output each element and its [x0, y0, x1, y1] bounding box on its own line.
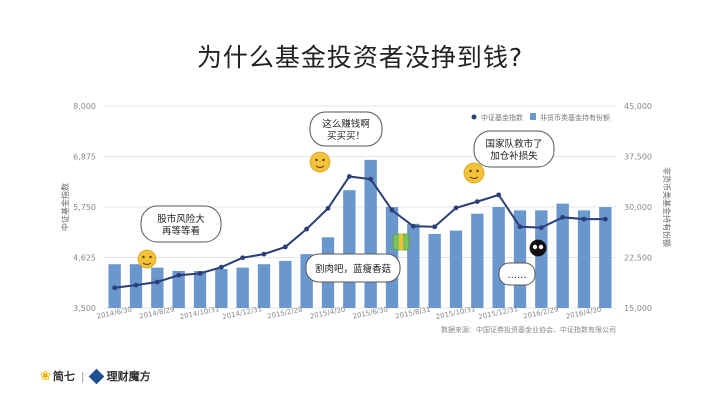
brand-separator: |: [80, 369, 85, 383]
y-left-tick-label: 4,625: [73, 254, 96, 263]
line-point: [602, 216, 608, 222]
line-point: [304, 226, 310, 232]
jianqi-logo: ❀: [40, 368, 51, 384]
speech-bubble: [305, 253, 401, 283]
emoji-face-icon: [529, 239, 547, 257]
bar: [577, 210, 591, 308]
y-right-tick-label: 37,500: [624, 153, 652, 162]
emoji-eye: [315, 158, 318, 162]
y-left-tick-label: 3,500: [73, 304, 96, 313]
annotation-text: 股市风险大: [157, 213, 205, 225]
bar: [215, 268, 228, 308]
emoji-eye: [322, 158, 325, 162]
y-left-tick-label: 5,750: [73, 203, 96, 212]
speech-bubble: [498, 262, 536, 286]
bar: [151, 267, 164, 308]
speech-bubble: [309, 111, 383, 147]
bar: [492, 207, 505, 308]
bar: [428, 233, 441, 308]
emoji-face-icon: [137, 249, 157, 269]
annotation-text: 加仓补损失: [490, 150, 538, 162]
y-right-axis-label: 非货币类基金持有份额: [662, 167, 672, 247]
y-right-tick-label: 15,000: [624, 304, 652, 313]
y-left-tick-label: 6,875: [73, 153, 96, 162]
annotation-text: ……: [508, 270, 527, 281]
speech-bubble: [473, 130, 555, 168]
bar: [556, 203, 569, 308]
bar: [193, 270, 207, 308]
line-point: [453, 205, 459, 211]
bar: [471, 213, 484, 308]
line-point: [389, 207, 395, 213]
line-point: [368, 176, 374, 182]
emoji-mouth: [315, 165, 325, 168]
bar: [343, 190, 356, 308]
legend-line-label: 中证基金指数: [481, 113, 523, 122]
y-right-tick-label: 30,000: [624, 203, 652, 212]
line-point: [176, 272, 182, 278]
brand-logos: ❀ 简七 | 理财魔方: [40, 368, 151, 384]
line-point: [410, 223, 416, 229]
bar: [599, 207, 612, 308]
line-point: [133, 282, 139, 288]
emoji-face-icon: [463, 162, 485, 184]
bar: [407, 223, 420, 308]
line-point: [517, 224, 523, 230]
line-point: [346, 174, 352, 179]
licaimofang-logo-icon: [88, 368, 104, 384]
bar: [236, 267, 249, 308]
speech-bubble: [140, 205, 222, 243]
emoji-eye: [149, 255, 152, 259]
line-point: [496, 192, 502, 198]
emoji-face-icon: [309, 151, 331, 173]
bar: [172, 270, 185, 308]
emoji-mouth: [142, 262, 152, 265]
emoji-eye: [538, 244, 544, 250]
emoji-eye: [476, 169, 479, 173]
emoji-eye: [469, 169, 472, 173]
line-point: [197, 271, 203, 276]
line-point: [432, 224, 438, 230]
line-point: [474, 199, 480, 205]
line-point: [325, 205, 331, 211]
annotation-text: 再等等看: [162, 225, 200, 237]
legend-line-swatch: [471, 114, 477, 120]
line-point: [240, 255, 246, 261]
legend-bar-swatch: [530, 113, 536, 120]
bar: [257, 264, 271, 308]
annotation-text: 买买买！: [327, 131, 365, 142]
emoji-eye: [532, 244, 538, 250]
y-right-tick-label: 45,000: [624, 102, 652, 111]
bar: [535, 210, 548, 308]
line-series: [114, 175, 606, 289]
money-bag-band: [399, 234, 403, 250]
y-left-tick-label: 8,000: [73, 102, 96, 111]
line-point: [261, 251, 267, 257]
y-left-axis-label: 中证基金指数: [60, 183, 70, 231]
annotation-text: 国家队救市了: [485, 138, 542, 150]
line-point: [282, 244, 288, 250]
line-point: [538, 225, 544, 231]
line-point: [112, 285, 118, 291]
emoji-eye: [142, 255, 145, 259]
brand-name-1: 简七: [52, 370, 75, 383]
line-point: [581, 216, 587, 222]
source-note: 数据来源：中国证券投资基金业协会、中证指数有限公司: [441, 325, 616, 334]
emoji-mouth: [469, 176, 479, 179]
line-point: [560, 214, 566, 220]
brand-name-2: 理财魔方: [106, 370, 151, 383]
bar: [449, 230, 463, 308]
bar: [364, 159, 377, 308]
line-point: [154, 279, 160, 285]
annotation-text: 这么赚钱啊: [322, 118, 370, 130]
annotation-text: 割肉吧，蓝瘦香菇: [315, 263, 391, 275]
line-point: [218, 264, 224, 270]
page-title: 为什么基金投资者没挣到钱?: [196, 43, 524, 72]
legend-bar-label: 非货币类基金持有份额: [540, 113, 610, 122]
bar: [279, 260, 292, 308]
y-right-tick-label: 22,500: [624, 254, 652, 263]
